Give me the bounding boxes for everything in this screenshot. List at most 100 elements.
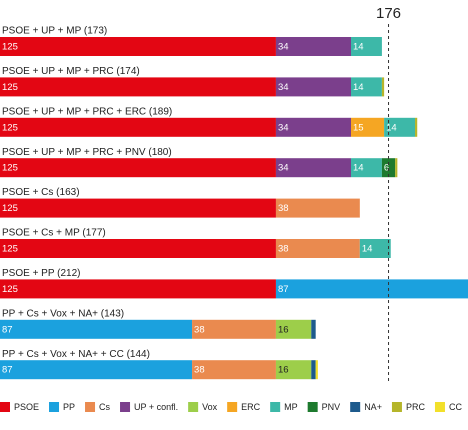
bar-segment-na [311, 319, 316, 339]
coalition-row: PSOE + UP + MP + PRC + ERC (189) 125 34 15 1… [0, 106, 418, 137]
segment-value-label: 34 [278, 42, 289, 53]
bar-segment-psoe [0, 198, 276, 218]
row-label: PSOE + Cs (163) [2, 187, 80, 198]
segment-value-label: 14 [353, 82, 364, 93]
legend-swatch [0, 402, 10, 412]
segment-value-label: 34 [278, 163, 289, 174]
segment-value-label: 125 [2, 244, 18, 255]
legend-swatch [120, 402, 131, 412]
legend-item-psoe: PSOE [0, 402, 39, 412]
bar-segment-cs [275, 239, 360, 258]
segment-value-label: 38 [278, 244, 289, 255]
coalition-row: PP + Cs + Vox + NA+ (143) 87 38 16 [0, 308, 316, 339]
legend-label: PP [63, 402, 75, 412]
legend-label: CC [449, 402, 462, 412]
legend-swatch [49, 402, 60, 412]
legend-label: NA+ [364, 402, 382, 412]
bar-segment-vox [275, 360, 312, 380]
coalition-row: PSOE + UP + MP + PRC + PNV (180) 125 34 14 6 [0, 147, 398, 178]
legend-item-pnv: PNV [307, 402, 341, 412]
bar-segment-psoe [0, 117, 276, 137]
bar-segment-mp [351, 77, 382, 97]
legend-label: ERC [241, 402, 261, 412]
segment-value-label: 34 [278, 122, 289, 133]
coalition-row: PSOE + Cs + MP (177) 125 38 14 [0, 228, 391, 258]
legend-swatch [270, 402, 281, 412]
legend-label: PSOE [14, 402, 39, 412]
bar-segment-prc [395, 158, 398, 178]
bar-segment-erc [351, 117, 385, 137]
bar-segment-pp [275, 279, 468, 299]
bar-segment-cs [192, 319, 276, 339]
segment-value-label: 87 [2, 324, 13, 335]
legend-label: PRC [406, 402, 426, 412]
bar-segment-up [275, 77, 351, 97]
legend-label: UP + confl. [134, 402, 178, 412]
bar-segment-prc [381, 77, 385, 97]
bar-segment-cs [275, 198, 360, 218]
bar-segment-psoe [0, 279, 276, 299]
majority-threshold-label: 176 [376, 5, 401, 22]
segment-value-label: 87 [2, 365, 13, 376]
segment-value-label: 38 [194, 324, 205, 335]
segment-value-label: 125 [2, 203, 18, 214]
coalition-row: PSOE + PP (212) 125 87 [0, 268, 468, 299]
legend: PSOE PP Cs UP + confl. Vox ERC MP PNV NA+ PRC CC [0, 402, 462, 412]
legend-swatch [391, 402, 402, 412]
bar-segment-psoe [0, 77, 276, 97]
segment-value-label: 14 [386, 122, 397, 133]
legend-item-prc: PRC [391, 402, 426, 412]
bar-segment-pp [0, 319, 193, 339]
segment-value-label: 15 [353, 122, 364, 133]
bar-segment-pp [0, 360, 193, 380]
row-label: PSOE + UP + MP (173) [2, 26, 107, 37]
segment-value-label: 16 [278, 324, 289, 335]
bar-segment-psoe [0, 239, 276, 258]
bar-segment-psoe [0, 158, 276, 178]
legend-label: PNV [322, 402, 341, 412]
segment-value-label: 125 [2, 42, 18, 53]
bar-segment-vox [275, 319, 312, 339]
coalition-row: PSOE + Cs (163) 125 38 [0, 187, 360, 218]
row-label: PSOE + UP + MP + PRC + PNV (180) [2, 147, 172, 158]
segment-value-label: 14 [362, 244, 373, 255]
segment-value-label: 14 [353, 42, 364, 53]
segment-value-label: 6 [384, 163, 389, 174]
bar-segment-pnv [381, 158, 396, 178]
segment-value-label: 16 [278, 365, 289, 376]
legend-swatch [434, 402, 445, 412]
segment-value-label: 38 [194, 365, 205, 376]
legend-item-cs: Cs [85, 402, 111, 412]
coalition-row: PP + Cs + Vox + NA+ + CC (144) 87 38 16 [0, 349, 318, 380]
row-label: PSOE + PP (212) [2, 268, 80, 279]
segment-value-label: 125 [2, 122, 18, 133]
legend-item-pp: PP [49, 402, 75, 412]
segment-value-label: 125 [2, 163, 18, 174]
bar-segment-mp [351, 158, 382, 178]
legend-swatch [227, 402, 238, 412]
coalition-row: PSOE + UP + MP + PRC (174) 125 34 14 [0, 66, 385, 97]
bar-segment-cc [315, 360, 318, 380]
bar-segment-mp [384, 117, 416, 137]
bar-segment-na [311, 360, 316, 380]
legend-label: Cs [99, 402, 110, 412]
row-label: PP + Cs + Vox + NA+ + CC (144) [2, 349, 150, 360]
legend-item-up: UP + confl. [120, 402, 178, 412]
bar-segment-mp [359, 239, 391, 258]
bar-segment-mp [351, 37, 382, 56]
row-label: PP + Cs + Vox + NA+ (143) [2, 308, 124, 319]
bar-segment-prc [415, 117, 418, 137]
bar-segment-up [275, 117, 351, 137]
legend-item-na: NA+ [350, 402, 382, 412]
legend-swatch [188, 402, 199, 412]
segment-value-label: 125 [2, 82, 18, 93]
legend-item-erc: ERC [227, 402, 261, 412]
bar-segment-up [275, 158, 351, 178]
bar-segment-up [275, 37, 351, 56]
legend-item-vox: Vox [188, 402, 218, 412]
threshold-layer: 176 [376, 5, 401, 384]
legend-label: MP [284, 402, 298, 412]
bar-segment-psoe [0, 37, 276, 56]
